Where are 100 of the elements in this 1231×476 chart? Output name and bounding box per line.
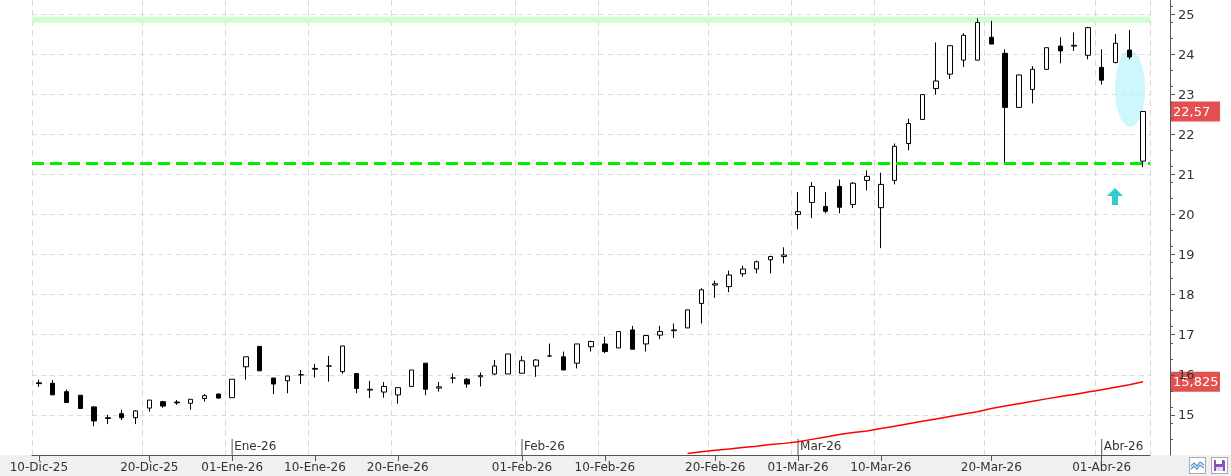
candlestick xyxy=(630,325,635,350)
annotation: Mar-26 xyxy=(800,439,842,453)
candlestick xyxy=(975,17,980,61)
candlestick xyxy=(91,405,97,427)
line-series xyxy=(686,381,1144,455)
candlestick xyxy=(271,377,276,395)
y-tick-label: 23 xyxy=(1178,86,1195,102)
candlestick xyxy=(781,246,787,264)
candlestick xyxy=(712,280,718,299)
x-tick-label: 10-Mar-26 xyxy=(850,460,912,474)
candlestick xyxy=(519,355,525,374)
candlestick xyxy=(933,41,939,96)
y-tick-label: 17 xyxy=(1178,327,1195,343)
candlestick xyxy=(50,379,55,396)
candlestick xyxy=(1044,47,1049,70)
candlestick xyxy=(340,345,345,375)
candlestick xyxy=(561,351,566,371)
x-tick-label: 01-Ene-26 xyxy=(201,460,264,474)
candlestick xyxy=(1002,48,1008,165)
candlestick xyxy=(105,414,111,425)
text: 22,57 xyxy=(1173,103,1211,119)
y-tick-label: 18 xyxy=(1178,287,1195,303)
x-tick-label: 20-Ene-26 xyxy=(366,460,429,474)
candlestick xyxy=(1113,33,1118,64)
y-tick-label: 19 xyxy=(1178,247,1195,263)
candlestick xyxy=(450,373,456,384)
x-tick-label: 10-Dic-25 xyxy=(9,460,69,474)
candlestick xyxy=(381,381,387,399)
candlestick xyxy=(478,371,483,387)
candlestick xyxy=(147,399,152,413)
annotation: Feb-26 xyxy=(523,439,565,453)
candlestick xyxy=(78,394,83,409)
candlestick xyxy=(850,181,856,209)
candlestick xyxy=(312,363,318,379)
candlestick xyxy=(1099,48,1104,86)
y-tick-label: 22 xyxy=(1178,126,1195,142)
candlestick xyxy=(298,369,304,385)
x-tick-label: 10-Ene-26 xyxy=(284,460,346,474)
candlestick xyxy=(823,191,828,214)
candlestick xyxy=(906,118,911,151)
annotation: Ene-26 xyxy=(234,439,277,453)
x-tick-label: 10-Feb-26 xyxy=(574,460,636,474)
candlestick xyxy=(464,377,470,389)
candlestick xyxy=(326,355,332,383)
candlestick xyxy=(947,45,953,80)
candlestick xyxy=(1030,65,1035,104)
candlestick xyxy=(837,179,842,214)
candlestick xyxy=(188,398,193,411)
x-tick-label: 20-Dic-25 xyxy=(120,460,179,474)
y-tick-label: 15 xyxy=(1178,407,1195,423)
candlestick xyxy=(1127,29,1132,60)
candlestick xyxy=(754,260,759,274)
candlestick xyxy=(216,393,221,399)
candlestick xyxy=(119,409,124,421)
candlestick xyxy=(1058,36,1063,64)
candlestick xyxy=(533,358,539,378)
candlestick xyxy=(174,399,180,406)
candlestick xyxy=(795,191,801,230)
candlestick xyxy=(547,343,552,358)
candlestick xyxy=(409,369,414,387)
y-tick-label: 25 xyxy=(1178,6,1195,22)
candlestick xyxy=(423,362,428,396)
candlestick xyxy=(864,169,870,191)
x-tick-label: 20-Feb-26 xyxy=(685,460,746,474)
candlestick xyxy=(1085,26,1091,60)
x-tick-label: 01-Mar-26 xyxy=(767,460,829,474)
candlestick xyxy=(395,387,401,405)
candlestick xyxy=(699,287,704,325)
candlestick xyxy=(1140,110,1146,168)
candlestick xyxy=(243,356,249,381)
candlestick xyxy=(671,323,677,339)
candlestick xyxy=(768,255,773,274)
candlestick xyxy=(643,335,649,353)
y-tick-label: 20 xyxy=(1178,206,1195,222)
candlestick xyxy=(740,265,746,278)
candlestick xyxy=(367,380,373,399)
candlestick xyxy=(726,270,732,293)
candlestick xyxy=(285,375,290,394)
candlestick xyxy=(354,373,359,394)
annotation: Abr-26 xyxy=(1103,439,1144,453)
candlestick xyxy=(492,359,497,376)
candlestick xyxy=(133,409,138,425)
candlestick xyxy=(878,172,884,249)
candlestick xyxy=(229,378,235,399)
candlestick xyxy=(160,400,166,409)
y-tick-label: 24 xyxy=(1178,46,1195,62)
x-tick-label: 01-Abr-26 xyxy=(1072,460,1132,474)
candlestick xyxy=(616,331,621,349)
candlestick xyxy=(257,345,262,372)
candlestick xyxy=(657,325,663,340)
candlestick xyxy=(588,340,594,353)
candlestick xyxy=(892,143,897,185)
x-tick-label: 01-Feb-26 xyxy=(491,460,553,474)
candlestick xyxy=(436,381,442,393)
candlestick xyxy=(961,32,966,68)
candlestick xyxy=(809,181,815,219)
candlestick xyxy=(64,389,69,403)
candlestick xyxy=(202,393,207,403)
candlestick xyxy=(920,94,925,120)
candlestick xyxy=(505,353,511,375)
